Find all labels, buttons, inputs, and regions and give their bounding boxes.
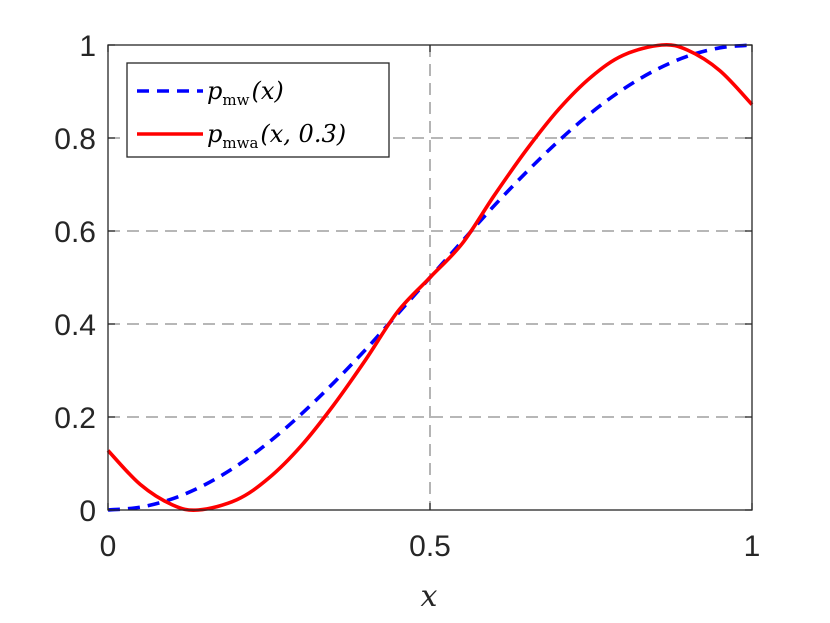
legend-label-mw: pmw(x) bbox=[207, 77, 284, 109]
x-tick-label: 0 bbox=[100, 530, 117, 563]
legend-box bbox=[126, 62, 390, 158]
y-tick-label: 0.6 bbox=[54, 216, 96, 249]
y-tick-label: 0 bbox=[79, 495, 96, 528]
y-tick-label: 1 bbox=[79, 30, 96, 63]
plot-lines bbox=[106, 43, 754, 512]
series-line-mwa bbox=[106, 43, 754, 512]
tick-labels: 0 0.5 1 0 0.2 0.4 0.6 0.8 1 bbox=[54, 30, 760, 563]
y-tick-label: 0.2 bbox=[54, 402, 96, 435]
axes bbox=[107, 44, 753, 511]
x-tick-label: 1 bbox=[744, 530, 761, 563]
y-tick-label: 0.4 bbox=[54, 309, 96, 342]
y-tick-label: 0.8 bbox=[54, 123, 96, 156]
legend-label-mwa: pmwa(x, 0.3) bbox=[207, 120, 346, 152]
x-tick-label: 0.5 bbox=[409, 530, 451, 563]
x-axis-label: x bbox=[421, 579, 438, 614]
legend: pmw(x) pmwa(x, 0.3) bbox=[126, 62, 390, 158]
